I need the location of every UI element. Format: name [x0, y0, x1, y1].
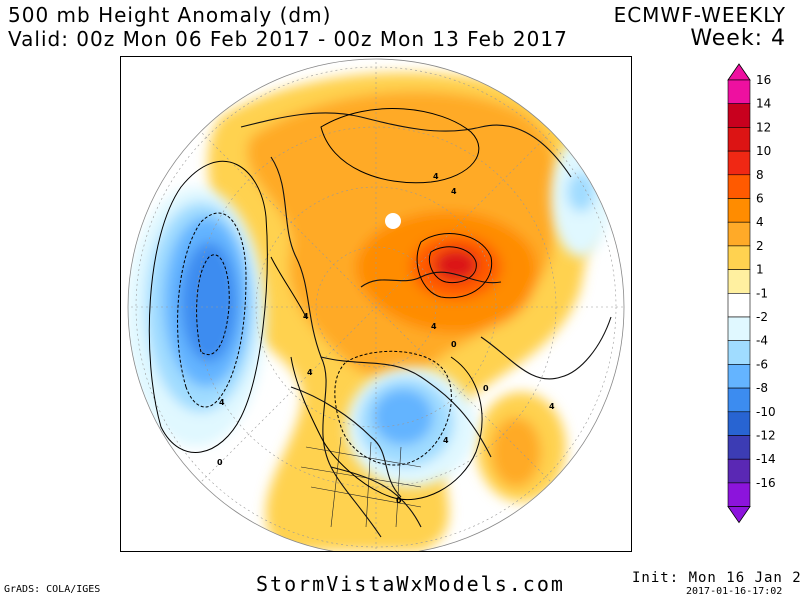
legend-label: -10	[756, 405, 776, 419]
legend-label: -2	[756, 310, 768, 324]
polar-map-svg: 4 4 4 4 4 4 0 0 0 0 4 4	[127, 58, 625, 551]
legend-label: -1	[756, 286, 768, 300]
legend-label: -6	[756, 357, 768, 371]
contour-label: 0	[217, 458, 223, 467]
legend-label: 16	[756, 73, 771, 87]
legend-label: 2	[756, 239, 764, 253]
legend-label: -4	[756, 334, 768, 348]
legend-label: 8	[756, 168, 764, 182]
legend-label: -8	[756, 381, 768, 395]
legend-swatch	[727, 198, 751, 223]
legend-swatch	[727, 79, 751, 105]
issue-timestamp: 2017-01-16-17:02	[686, 586, 783, 597]
legend-swatch	[727, 127, 751, 152]
legend-swatch	[727, 316, 751, 342]
pole-marker	[385, 213, 401, 229]
anomaly-pos-atlantic-core	[491, 417, 541, 487]
legend-label: -12	[756, 429, 776, 443]
legend-swatch	[727, 293, 751, 318]
contour-label: 4	[303, 312, 309, 321]
legend-arrow-bottom	[727, 506, 751, 524]
legend-label: 1	[756, 263, 764, 277]
legend-swatch	[727, 364, 751, 389]
legend-swatch	[727, 458, 751, 484]
legend-label: 12	[756, 120, 771, 134]
legend-swatch	[727, 150, 751, 176]
contour-label: 0	[483, 384, 489, 393]
legend-label: 6	[756, 192, 764, 206]
legend-label: 14	[756, 97, 771, 111]
anomaly-neg-pacific-4	[181, 242, 237, 362]
legend-label: 10	[756, 144, 771, 158]
contour-label: 0	[396, 496, 402, 505]
website-credit: StormVistaWxModels.com	[256, 572, 565, 596]
contour-label-group: 4 4 4 4 4 4 0 0 0 0 4 4	[217, 172, 555, 505]
anomaly-pos-5	[434, 249, 478, 281]
legend-label: -16	[756, 476, 776, 490]
grads-credit: GrADS: COLA/IGES	[4, 584, 101, 595]
legend-swatch	[727, 245, 751, 270]
legend-label: -14	[756, 452, 776, 466]
legend-swatch	[727, 482, 751, 507]
legend-label: 4	[756, 215, 764, 229]
legend-swatch	[727, 174, 751, 199]
color-legend: 16 14 12 10 8 6 4 2 1 -1 -2 -4 -6 -8 -10 -12 -14 -16	[727, 63, 776, 524]
legend-swatch	[727, 103, 751, 128]
contour-label: 4	[219, 398, 225, 407]
model-name: ECMWF-WEEKLY	[613, 3, 786, 27]
contour-label: 4	[451, 187, 457, 196]
anomaly-neg-na-3	[373, 389, 433, 445]
legend-swatch	[727, 411, 751, 436]
legend-swatch	[727, 435, 751, 460]
legend-swatch	[727, 221, 751, 247]
contours	[148, 108, 493, 501]
init-time: Init: Mon 16 Jan 2017	[632, 570, 800, 586]
contour-label: 4	[307, 368, 313, 377]
contour-label: 4	[431, 322, 437, 331]
contour-label: 4	[549, 402, 555, 411]
legend-swatch	[727, 269, 751, 294]
graticule	[128, 59, 624, 551]
contour-label: 4	[433, 172, 439, 181]
chart-title: 500 mb Height Anomaly (dm)	[8, 3, 332, 27]
anomaly-map: 4 4 4 4 4 4 0 0 0 0 4 4	[120, 56, 632, 552]
valid-period: Valid: 00z Mon 06 Feb 2017 - 00z Mon 13 …	[8, 27, 568, 51]
coastlines	[240, 112, 612, 538]
forecast-week: Week: 4	[690, 26, 786, 51]
state-borders	[300, 436, 422, 528]
contour-label: 0	[451, 340, 457, 349]
legend-swatch	[727, 340, 751, 365]
legend-swatch	[727, 387, 751, 413]
legend-arrow-top	[727, 63, 751, 81]
anomaly-neg-eurasia-2	[567, 172, 595, 212]
contour-label: 4	[443, 436, 449, 445]
